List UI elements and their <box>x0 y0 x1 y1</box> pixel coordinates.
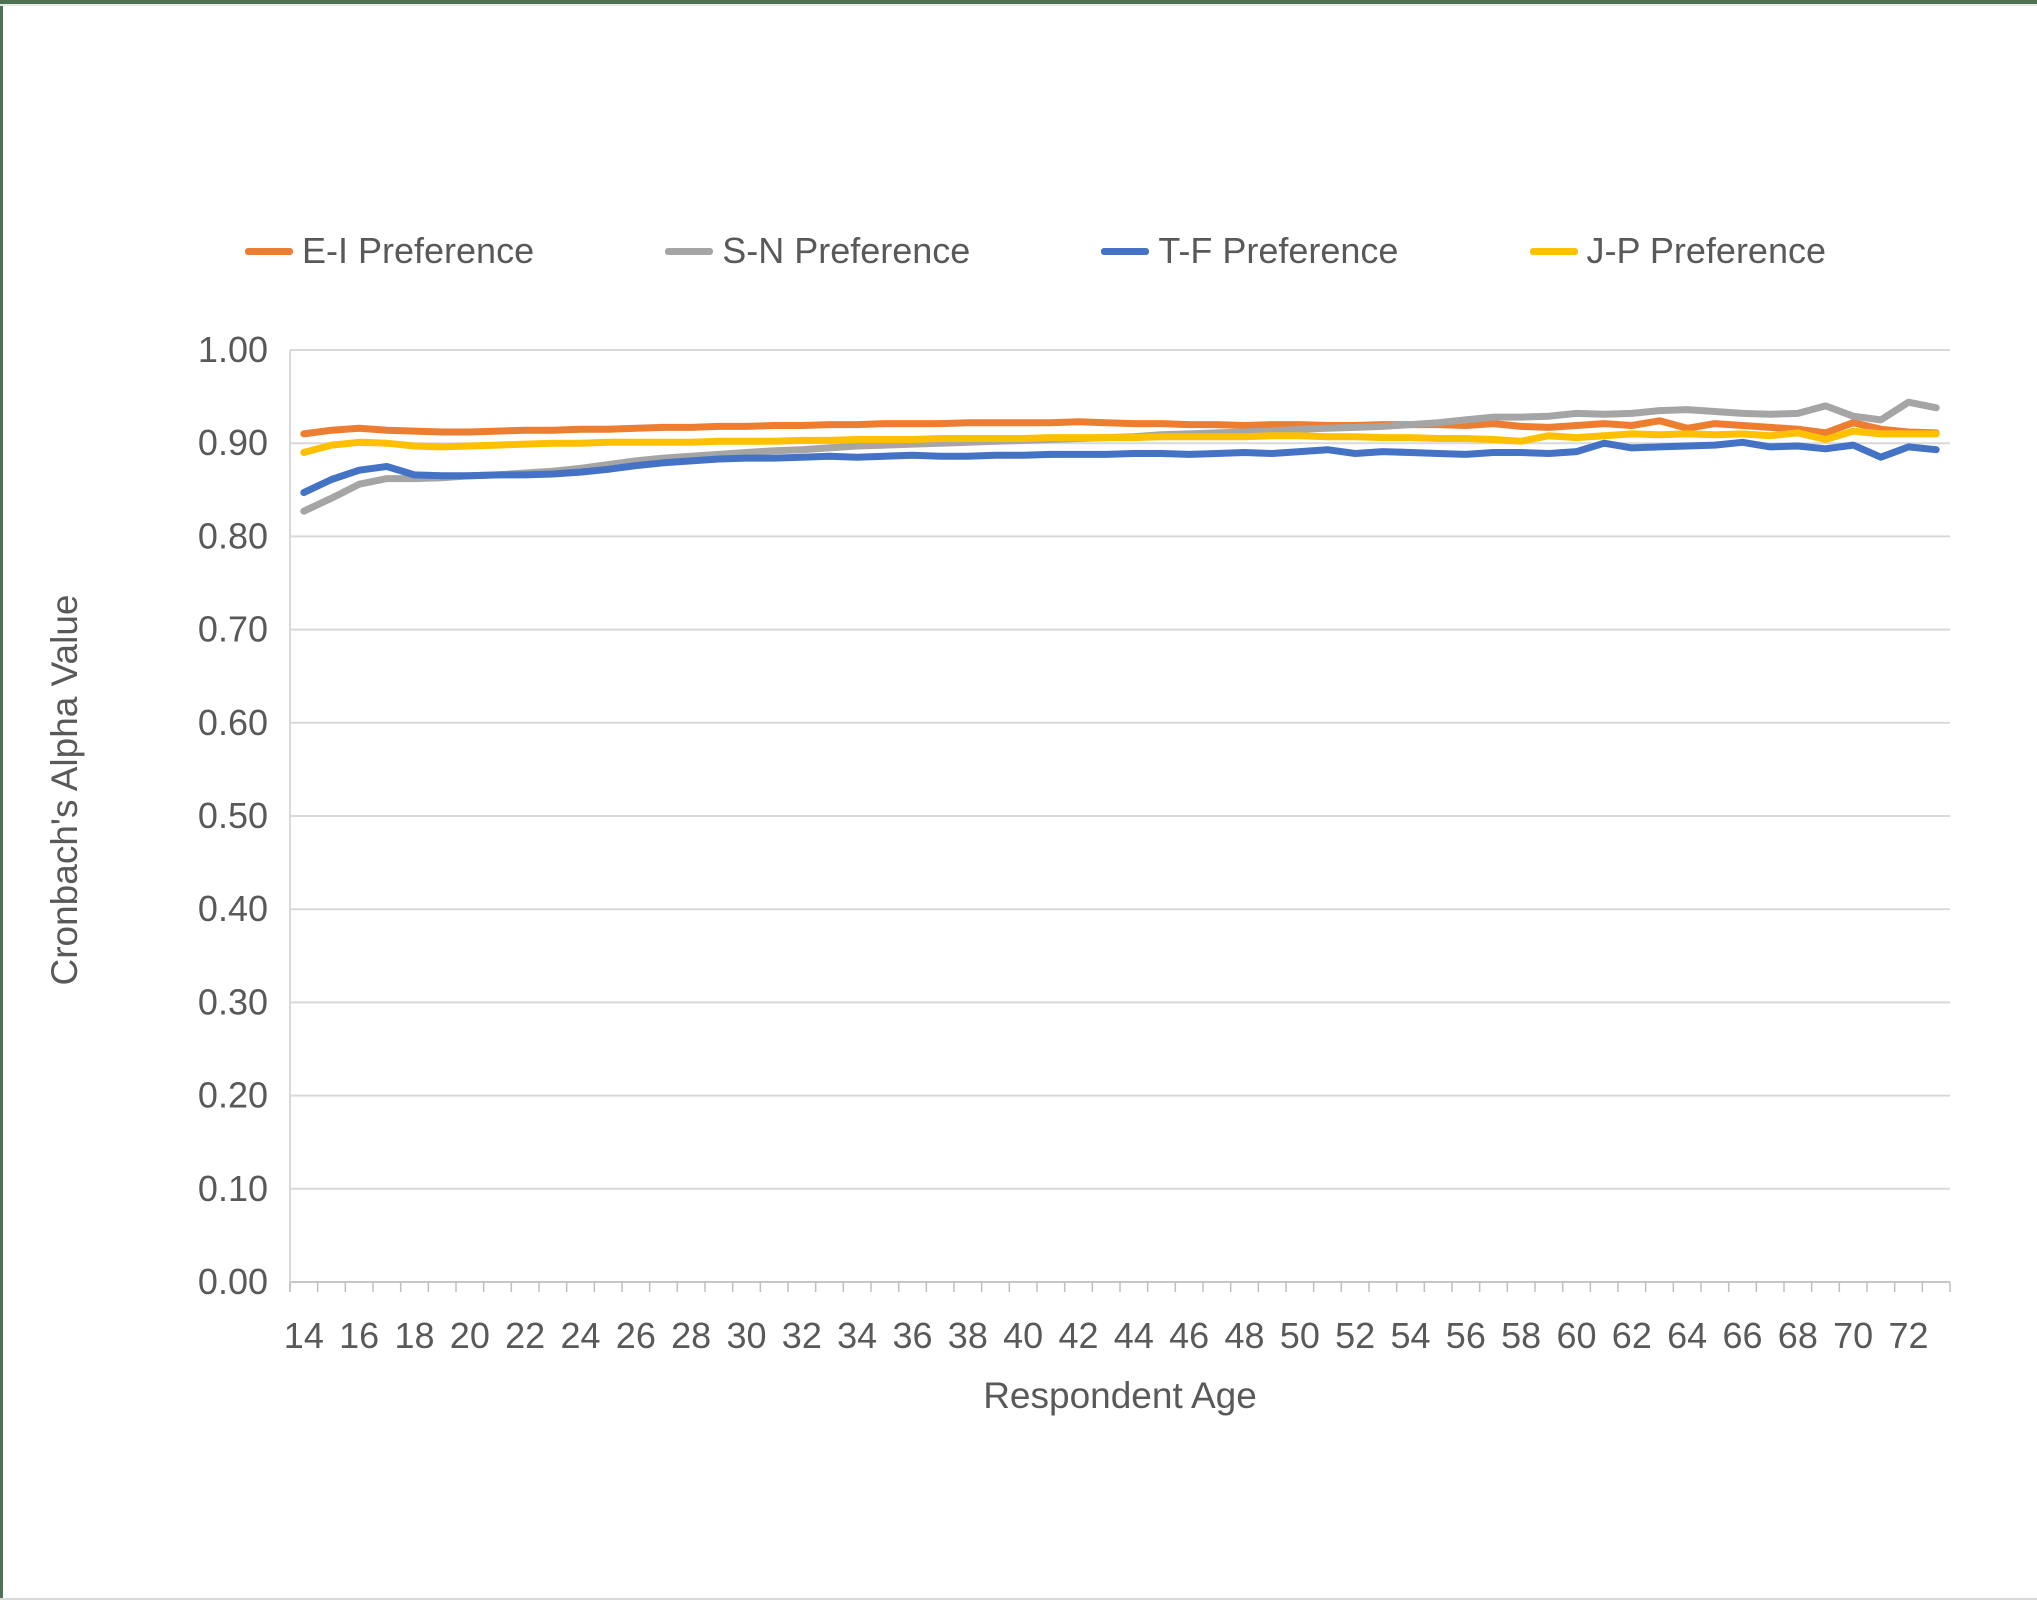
legend-label: J-P Preference <box>1586 230 1826 271</box>
x-tick-label: 14 <box>284 1315 324 1356</box>
series-line-0 <box>300 417 1940 438</box>
legend-marker-icon <box>1101 247 1150 255</box>
series-line-3 <box>300 427 1940 456</box>
legend-item-2: T-F Preference <box>1101 230 1398 272</box>
x-tick-label: 50 <box>1280 1315 1320 1356</box>
x-tick-label: 52 <box>1335 1315 1375 1356</box>
x-tick-label: 24 <box>560 1315 600 1356</box>
x-tick-label: 38 <box>948 1315 988 1356</box>
x-axis-title: Respondent Age <box>983 1375 1257 1416</box>
x-tick-label: 26 <box>616 1315 656 1356</box>
x-tick-label: 64 <box>1667 1315 1707 1356</box>
x-tick-label: 28 <box>671 1315 711 1356</box>
x-tick-label: 58 <box>1501 1315 1541 1356</box>
x-tick-label: 56 <box>1446 1315 1486 1356</box>
y-axis-title: Cronbach's Alpha Value <box>44 594 85 986</box>
legend-label: S-N Preference <box>722 230 971 271</box>
frame-inner-line <box>0 4 2037 6</box>
x-tick-label: 44 <box>1114 1315 1154 1356</box>
legend-marker-icon <box>245 247 293 255</box>
x-tick-label: 54 <box>1390 1315 1430 1356</box>
legend-item-1: S-N Preference <box>665 230 970 272</box>
legend-marker-icon <box>665 247 714 255</box>
x-tick-label: 22 <box>505 1315 545 1356</box>
x-tick-label: 30 <box>726 1315 766 1356</box>
x-tick-label: 60 <box>1556 1315 1596 1356</box>
y-tick-label: 0.10 <box>198 1168 268 1209</box>
frame-bottom-line <box>0 1598 2037 1600</box>
x-tick-label: 66 <box>1722 1315 1762 1356</box>
y-tick-label: 1.00 <box>198 329 268 370</box>
y-tick-label: 0.90 <box>198 422 268 463</box>
x-tick-label: 34 <box>837 1315 877 1356</box>
x-tick-label: 68 <box>1778 1315 1818 1356</box>
x-tick-label: 70 <box>1833 1315 1873 1356</box>
series-line-2 <box>300 438 1940 497</box>
x-tick-label: 42 <box>1058 1315 1098 1356</box>
legend-item-0: E-I Preference <box>245 230 534 272</box>
x-tick-label: 18 <box>394 1315 434 1356</box>
y-tick-label: 0.20 <box>198 1075 268 1116</box>
y-tick-label: 0.60 <box>198 702 268 743</box>
y-tick-label: 0.50 <box>198 795 268 836</box>
x-tick-label: 20 <box>450 1315 490 1356</box>
x-tick-label: 62 <box>1612 1315 1652 1356</box>
x-tick-label: 46 <box>1169 1315 1209 1356</box>
legend-item-3: J-P Preference <box>1529 230 1826 272</box>
y-tick-label: 0.40 <box>198 888 268 929</box>
x-tick-label: 36 <box>892 1315 932 1356</box>
x-tick-label: 16 <box>339 1315 379 1356</box>
x-tick-label: 48 <box>1224 1315 1264 1356</box>
y-tick-label: 0.30 <box>198 981 268 1022</box>
y-tick-label: 0.70 <box>198 609 268 650</box>
y-tick-label: 0.80 <box>198 515 268 556</box>
legend-label: T-F Preference <box>1158 230 1399 271</box>
x-tick-label: 32 <box>782 1315 822 1356</box>
legend-marker-icon <box>1529 247 1578 255</box>
chart-legend: E-I Preference S-N Preference T-F Preferen… <box>245 230 1826 272</box>
legend-label: E-I Preference <box>302 230 535 271</box>
x-tick-label: 40 <box>1003 1315 1043 1356</box>
x-tick-label: 72 <box>1888 1315 1928 1356</box>
y-tick-label: 0.00 <box>198 1261 268 1302</box>
